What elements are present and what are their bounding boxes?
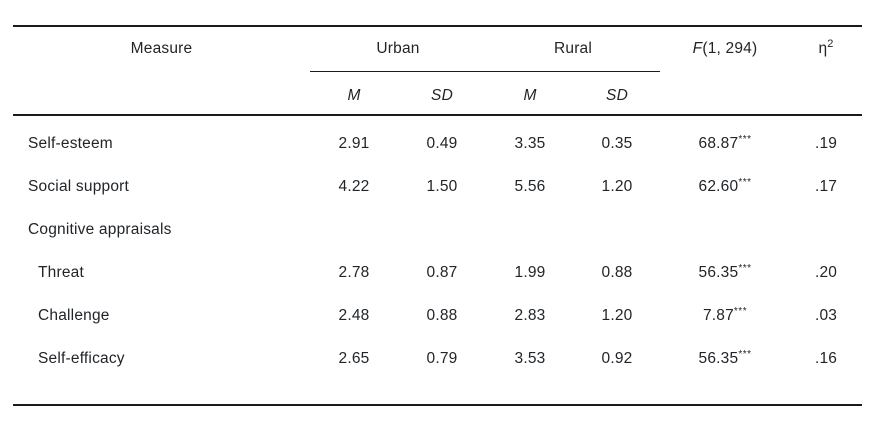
cell-rural-mean: 3.53 (514, 349, 546, 367)
measure-sublabel: Threat (38, 263, 84, 281)
cell-rural-sd: 1.20 (601, 306, 633, 324)
cell-rural-sd: 1.20 (601, 177, 633, 195)
column-header-urban-mean: M (310, 71, 398, 116)
column-group-rural: Rural (486, 26, 661, 72)
anova-results-table: Measure Urban Rural F(1, 294) η2 M SD M … (13, 25, 863, 406)
table-row-cognitive-appraisals-group: Cognitive appraisals (13, 208, 862, 251)
column-header-measure: Measure (130, 40, 193, 57)
significance-asterisks: *** (738, 133, 752, 145)
column-header-rural-sd: SD (574, 71, 661, 116)
f-symbol: F (692, 40, 703, 57)
cell-f-value (660, 208, 790, 251)
f-value: 62.60 (698, 177, 739, 195)
f-value: 56.35 (698, 263, 739, 281)
cell-rural-sd: 0.35 (601, 134, 633, 152)
significance-asterisks: *** (738, 176, 752, 188)
measure-sublabel: Challenge (38, 306, 110, 324)
cell-urban-mean: 2.91 (338, 134, 370, 152)
f-value: 68.87 (698, 134, 739, 152)
significance-asterisks: *** (733, 305, 748, 317)
cell-rural-sd (574, 208, 660, 251)
table-row-self-efficacy: Self-efficacy 2.65 0.79 3.53 0.92 56.35*… (13, 337, 862, 380)
cell-urban-mean: 4.22 (338, 177, 370, 195)
table-row-threat: Threat 2.78 0.87 1.99 0.88 56.35*** .20 (13, 251, 862, 294)
column-header-rural-mean: M (486, 71, 574, 116)
cell-rural-mean: 2.83 (514, 306, 546, 324)
column-group-urban: Urban (310, 26, 486, 72)
cell-urban-sd: 0.88 (426, 306, 458, 324)
column-header-eta-squared: η2 (790, 26, 862, 71)
cell-urban-sd: 0.87 (426, 263, 458, 281)
cell-f-value: 62.60*** (660, 165, 790, 208)
cell-f-value: 7.87*** (660, 294, 790, 337)
table-row-social-support: Social support 4.22 1.50 5.56 1.20 62.60… (13, 165, 862, 208)
column-header-urban-sd: SD (398, 71, 486, 116)
cell-eta-squared (790, 208, 862, 251)
cell-rural-mean: 3.35 (514, 134, 546, 152)
cell-rural-sd: 0.88 (601, 263, 633, 281)
cell-urban-sd: 0.49 (426, 134, 458, 152)
cell-eta-squared: .03 (814, 306, 838, 324)
cell-rural-mean (486, 208, 574, 251)
table-body: Self-esteem 2.91 0.49 3.35 0.35 68.87***… (13, 115, 862, 405)
cell-urban-sd: 0.79 (426, 349, 458, 367)
cell-f-value: 56.35*** (660, 337, 790, 380)
table-row-self-esteem: Self-esteem 2.91 0.49 3.35 0.35 68.87***… (13, 115, 862, 165)
cell-urban-mean (310, 208, 398, 251)
cell-urban-sd (398, 208, 486, 251)
f-df: (1, 294) (702, 40, 758, 57)
cell-urban-mean: 2.78 (338, 263, 370, 281)
cell-urban-mean: 2.65 (338, 349, 370, 367)
measure-label: Self-esteem (28, 134, 113, 152)
table-bottom-spacer (13, 380, 862, 405)
measure-group-label: Cognitive appraisals (28, 220, 172, 238)
table-header: Measure Urban Rural F(1, 294) η2 M SD M … (13, 26, 863, 116)
eta-symbol: η (818, 40, 828, 57)
empty-header-cell (790, 71, 863, 116)
cell-urban-mean: 2.48 (338, 306, 370, 324)
cell-eta-squared: .19 (814, 134, 838, 152)
table-row-challenge: Challenge 2.48 0.88 2.83 1.20 7.87*** .0… (13, 294, 862, 337)
header-group-row: Measure Urban Rural F(1, 294) η2 (13, 26, 862, 72)
spacer-cell (13, 380, 862, 405)
cell-eta-squared: .20 (814, 263, 838, 281)
cell-urban-sd: 1.50 (426, 177, 458, 195)
cell-rural-mean: 1.99 (514, 263, 546, 281)
cell-eta-squared: .16 (814, 349, 838, 367)
measure-sublabel: Self-efficacy (38, 349, 125, 367)
measure-label: Social support (28, 177, 130, 195)
empty-header-cell (13, 71, 310, 116)
column-header-f-statistic: F(1, 294) (660, 26, 790, 71)
eta-exponent: 2 (827, 37, 834, 50)
empty-header-cell (660, 71, 791, 116)
cell-f-value: 56.35*** (660, 251, 790, 294)
significance-asterisks: *** (738, 348, 752, 360)
cell-rural-sd: 0.92 (601, 349, 633, 367)
header-stat-row: M SD M SD (13, 71, 863, 116)
significance-asterisks: *** (738, 262, 752, 274)
f-value: 7.87 (702, 306, 734, 324)
cell-eta-squared: .17 (814, 177, 838, 195)
cell-rural-mean: 5.56 (514, 177, 546, 195)
f-value: 56.35 (698, 349, 739, 367)
cell-f-value: 68.87*** (660, 115, 790, 165)
